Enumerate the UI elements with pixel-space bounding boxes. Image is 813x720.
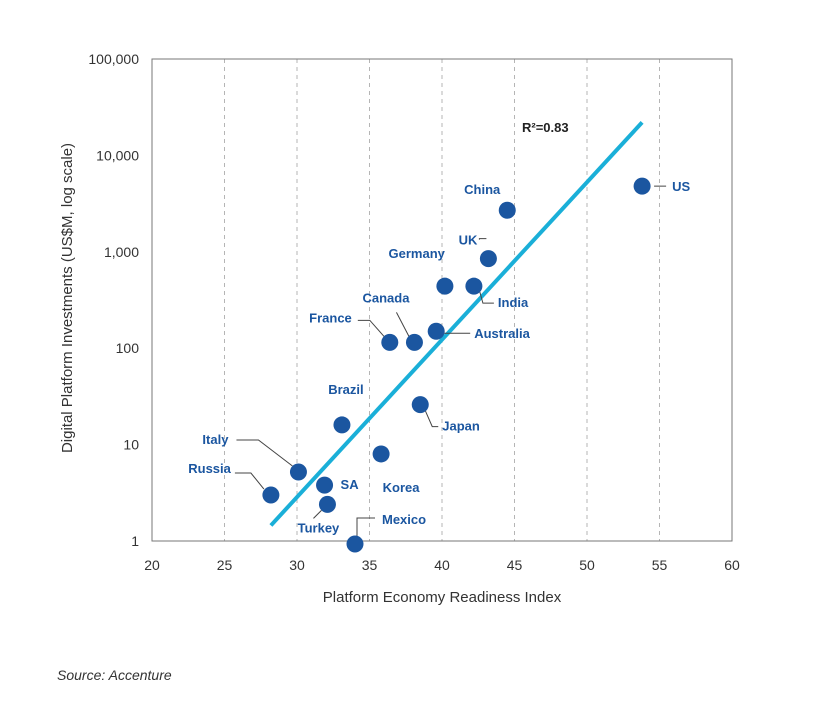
trend-line [269,121,644,527]
point-label-germany: Germany [389,246,446,261]
point-label-italy: Italy [202,432,229,447]
r-squared-annotation: R²=0.83 [522,120,569,135]
point-label-india: India [498,295,529,310]
x-axis-label: Platform Economy Readiness Index [323,589,562,606]
x-tick-label: 50 [579,557,595,573]
y-axis-label: Digital Platform Investments (US$M, log … [59,143,76,453]
point-label-canada: Canada [362,290,410,305]
point-label-france: France [309,310,352,325]
y-tick-labels: 1 10 100 1,000 10,000 100,000 [88,51,139,549]
x-tick-label: 30 [289,557,305,573]
leader-line [236,439,293,467]
y-tick-label: 10 [123,437,139,453]
point-label-brazil: Brazil [328,382,363,397]
leader-line [479,292,494,304]
data-point-korea [372,445,390,463]
point-labels: US China UK Germany India Australia Canada Fran… [188,179,690,535]
grid-lines [224,59,660,541]
data-point-china [498,201,516,219]
x-tick-labels: 20 25 30 35 40 45 50 55 60 [144,557,740,573]
point-label-australia: Australia [474,326,530,341]
x-tick-label: 55 [652,557,668,573]
point-label-china: China [464,182,501,197]
data-point-sa [316,476,334,494]
data-point-turkey [318,495,336,513]
x-tick-label: 35 [362,557,378,573]
point-label-japan: Japan [442,419,480,434]
y-tick-label: 10,000 [96,147,139,163]
data-point-mexico [346,535,364,553]
source-note: Source: Accenture [57,667,172,683]
data-point-uk [479,250,497,268]
point-label-mexico: Mexico [382,512,426,527]
point-label-korea: Korea [383,480,421,495]
leader-line [424,410,439,428]
leader-line [356,517,375,538]
x-tick-label: 20 [144,557,160,573]
y-tick-label: 1 [131,533,139,549]
data-point-us [633,177,651,195]
data-point-russia [262,486,280,504]
data-point-canada [405,333,423,351]
point-label-turkey: Turkey [298,520,340,535]
data-point-brazil [333,416,351,434]
x-tick-label: 45 [507,557,523,573]
label-leader-lines [234,185,667,538]
leader-line [396,312,410,338]
y-tick-label: 100,000 [88,51,139,67]
leader-line [478,238,487,240]
plot-frame [151,58,733,542]
data-point-germany [436,277,454,295]
data-points [262,177,651,553]
leader-line [234,472,265,490]
x-tick-label: 25 [217,557,233,573]
y-tick-label: 1,000 [104,244,139,260]
data-point-italy [289,463,307,481]
leader-line [313,509,322,519]
point-label-russia: Russia [188,461,231,476]
point-label-us: US [672,179,690,194]
x-tick-label: 60 [724,557,740,573]
y-tick-label: 100 [116,340,140,356]
data-point-japan [411,396,429,414]
x-tick-label: 40 [434,557,450,573]
data-point-india [465,277,483,295]
data-point-france [381,333,399,351]
point-label-sa: SA [341,477,360,492]
leader-line [357,319,386,338]
data-point-australia [427,322,445,340]
point-label-uk: UK [459,233,478,248]
